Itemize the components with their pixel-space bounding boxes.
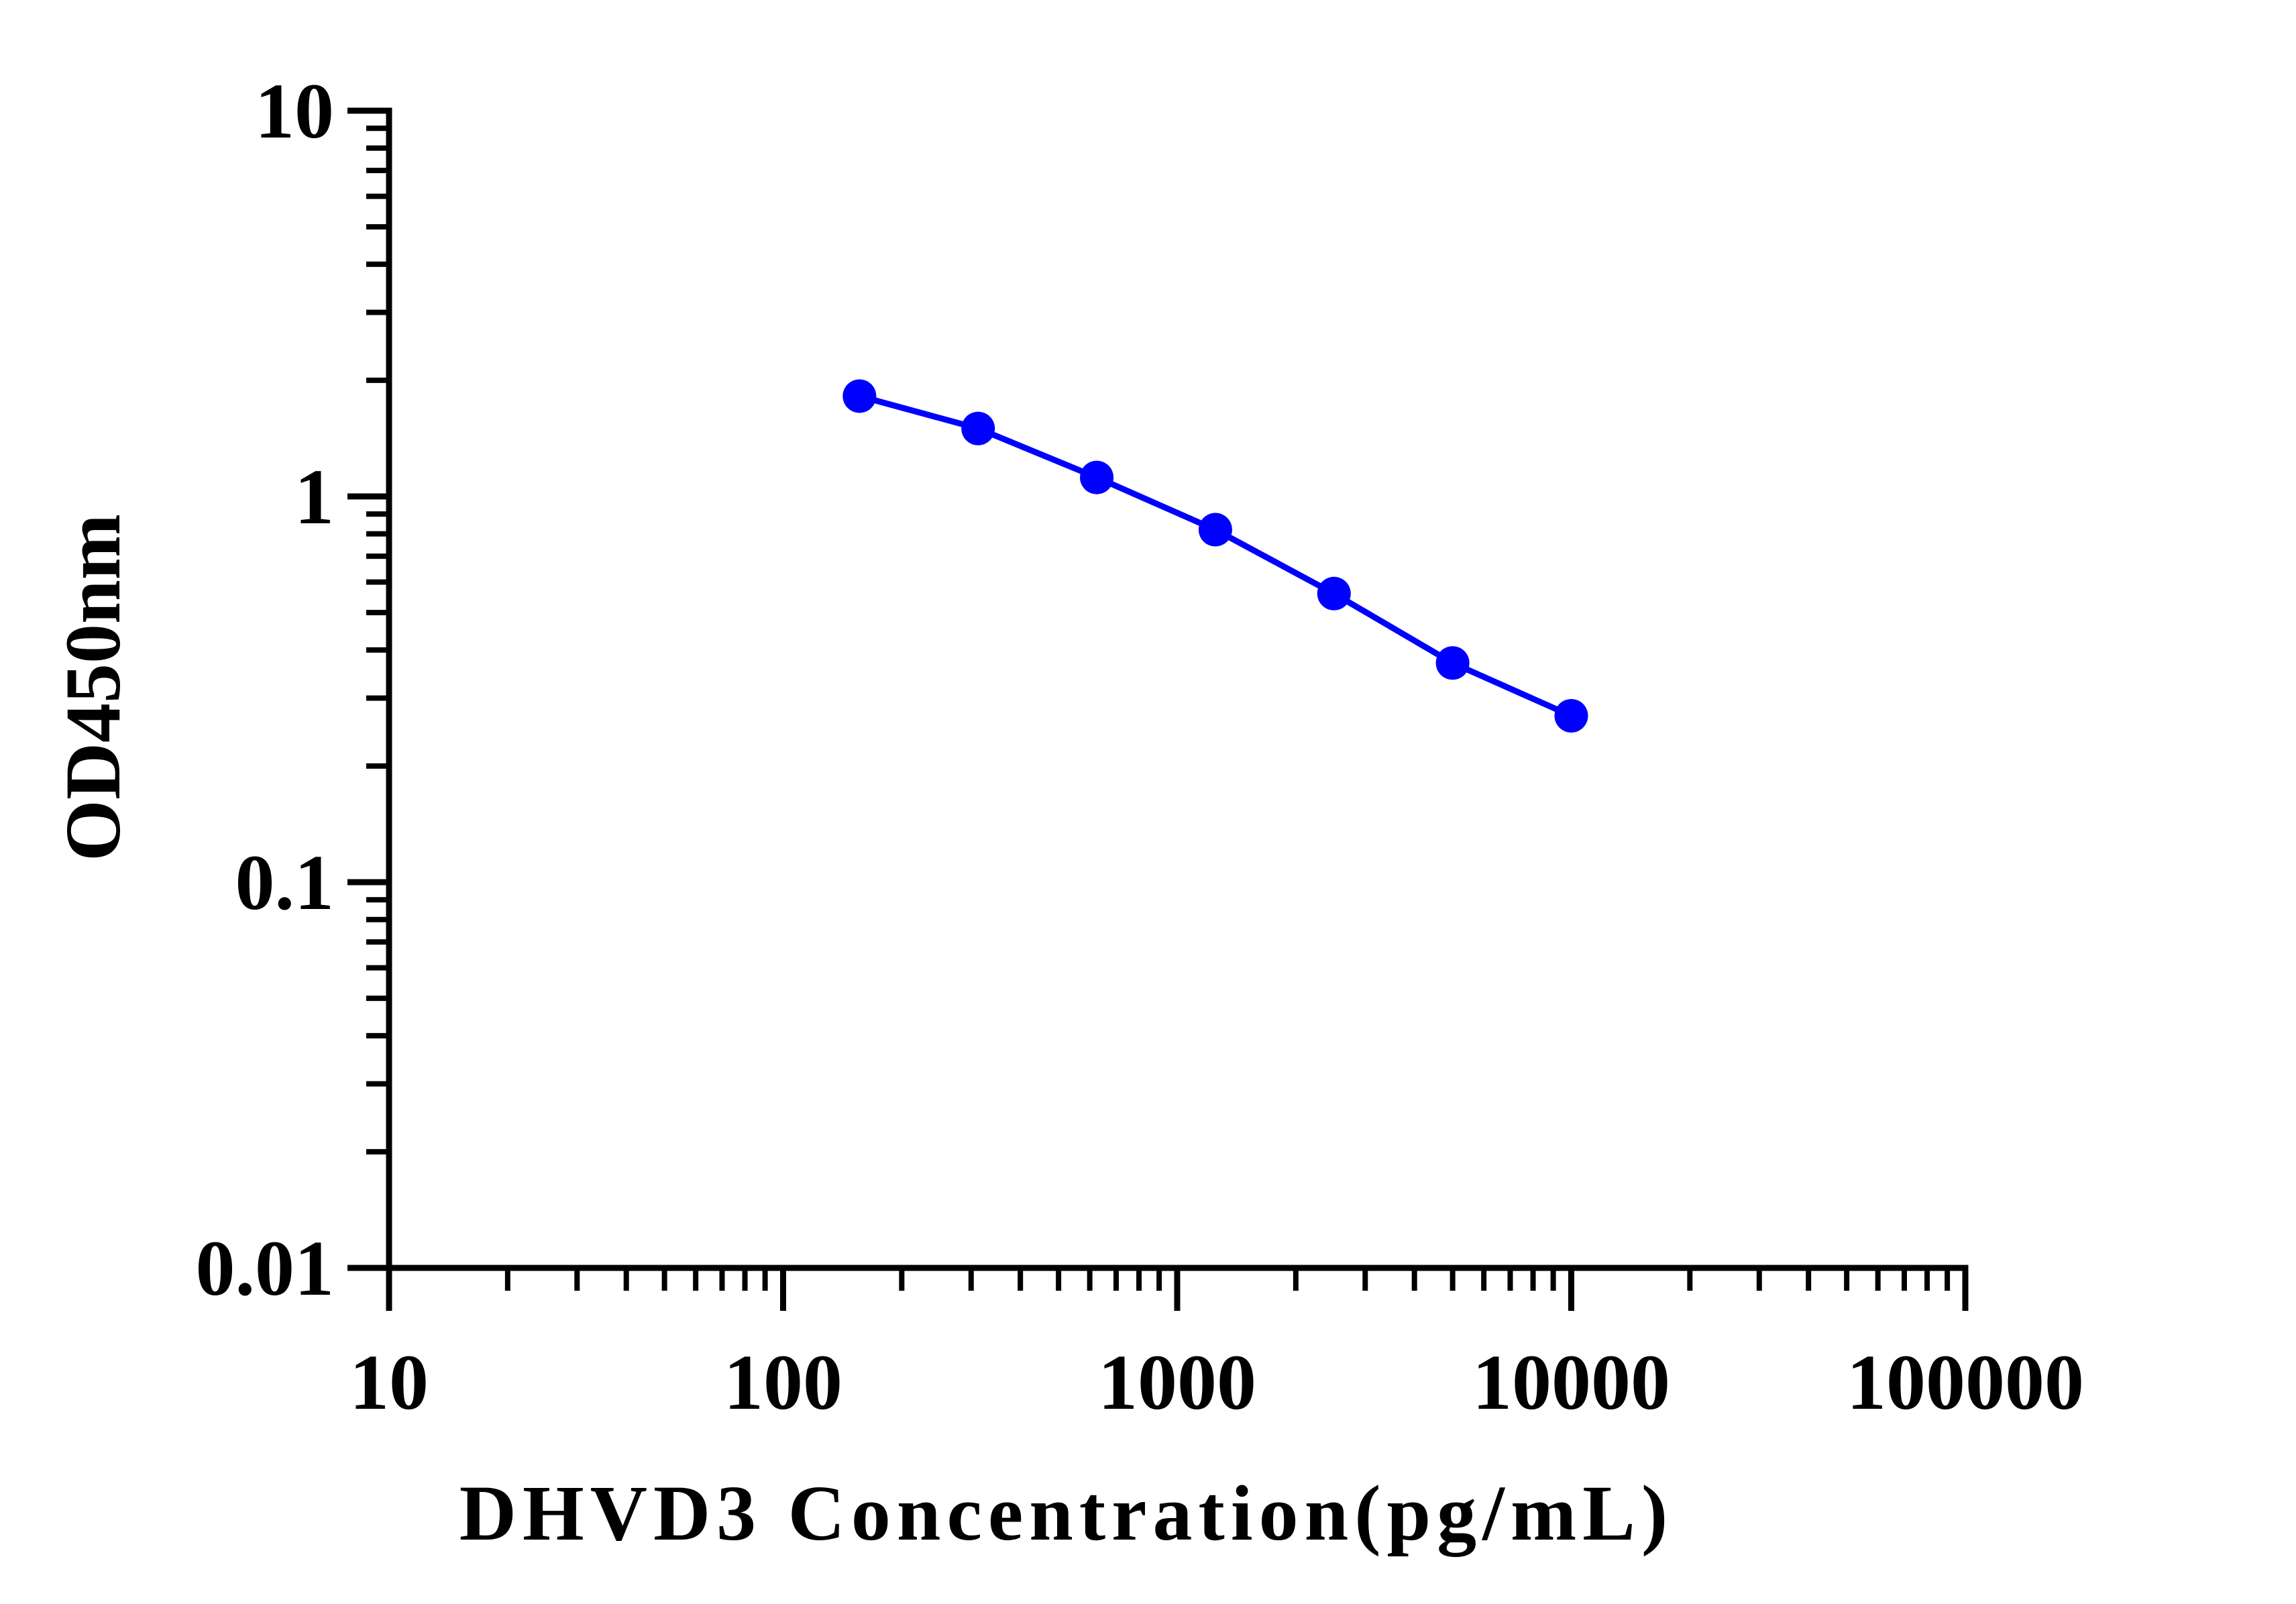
y-tick-label: 1 xyxy=(294,453,334,541)
x-axis-title: DHVD3 Concentration(pg/mL) xyxy=(459,1469,1674,1557)
x-tick-label: 100 xyxy=(724,1338,842,1426)
x-tick-label: 10 xyxy=(349,1338,429,1426)
data-point xyxy=(1198,513,1232,547)
data-point xyxy=(1554,698,1588,733)
series-layer xyxy=(842,379,1588,733)
y-tick-label: 0.01 xyxy=(196,1224,335,1312)
axes: 0.01 0.1 1 10 10 100 1000 10000 100000 xyxy=(196,67,2085,1426)
data-point xyxy=(842,379,877,413)
y-tick-label: 0.1 xyxy=(235,839,335,926)
y-axis-title: OD450nm xyxy=(49,514,137,861)
data-point xyxy=(1435,646,1470,680)
data-point xyxy=(961,411,995,445)
data-point xyxy=(1080,460,1114,494)
x-tick-label: 1000 xyxy=(1098,1338,1256,1426)
x-tick-label: 10000 xyxy=(1472,1338,1670,1426)
data-point xyxy=(1317,576,1351,610)
y-tick-label: 10 xyxy=(255,67,334,155)
x-tick-label: 100000 xyxy=(1847,1338,2084,1426)
